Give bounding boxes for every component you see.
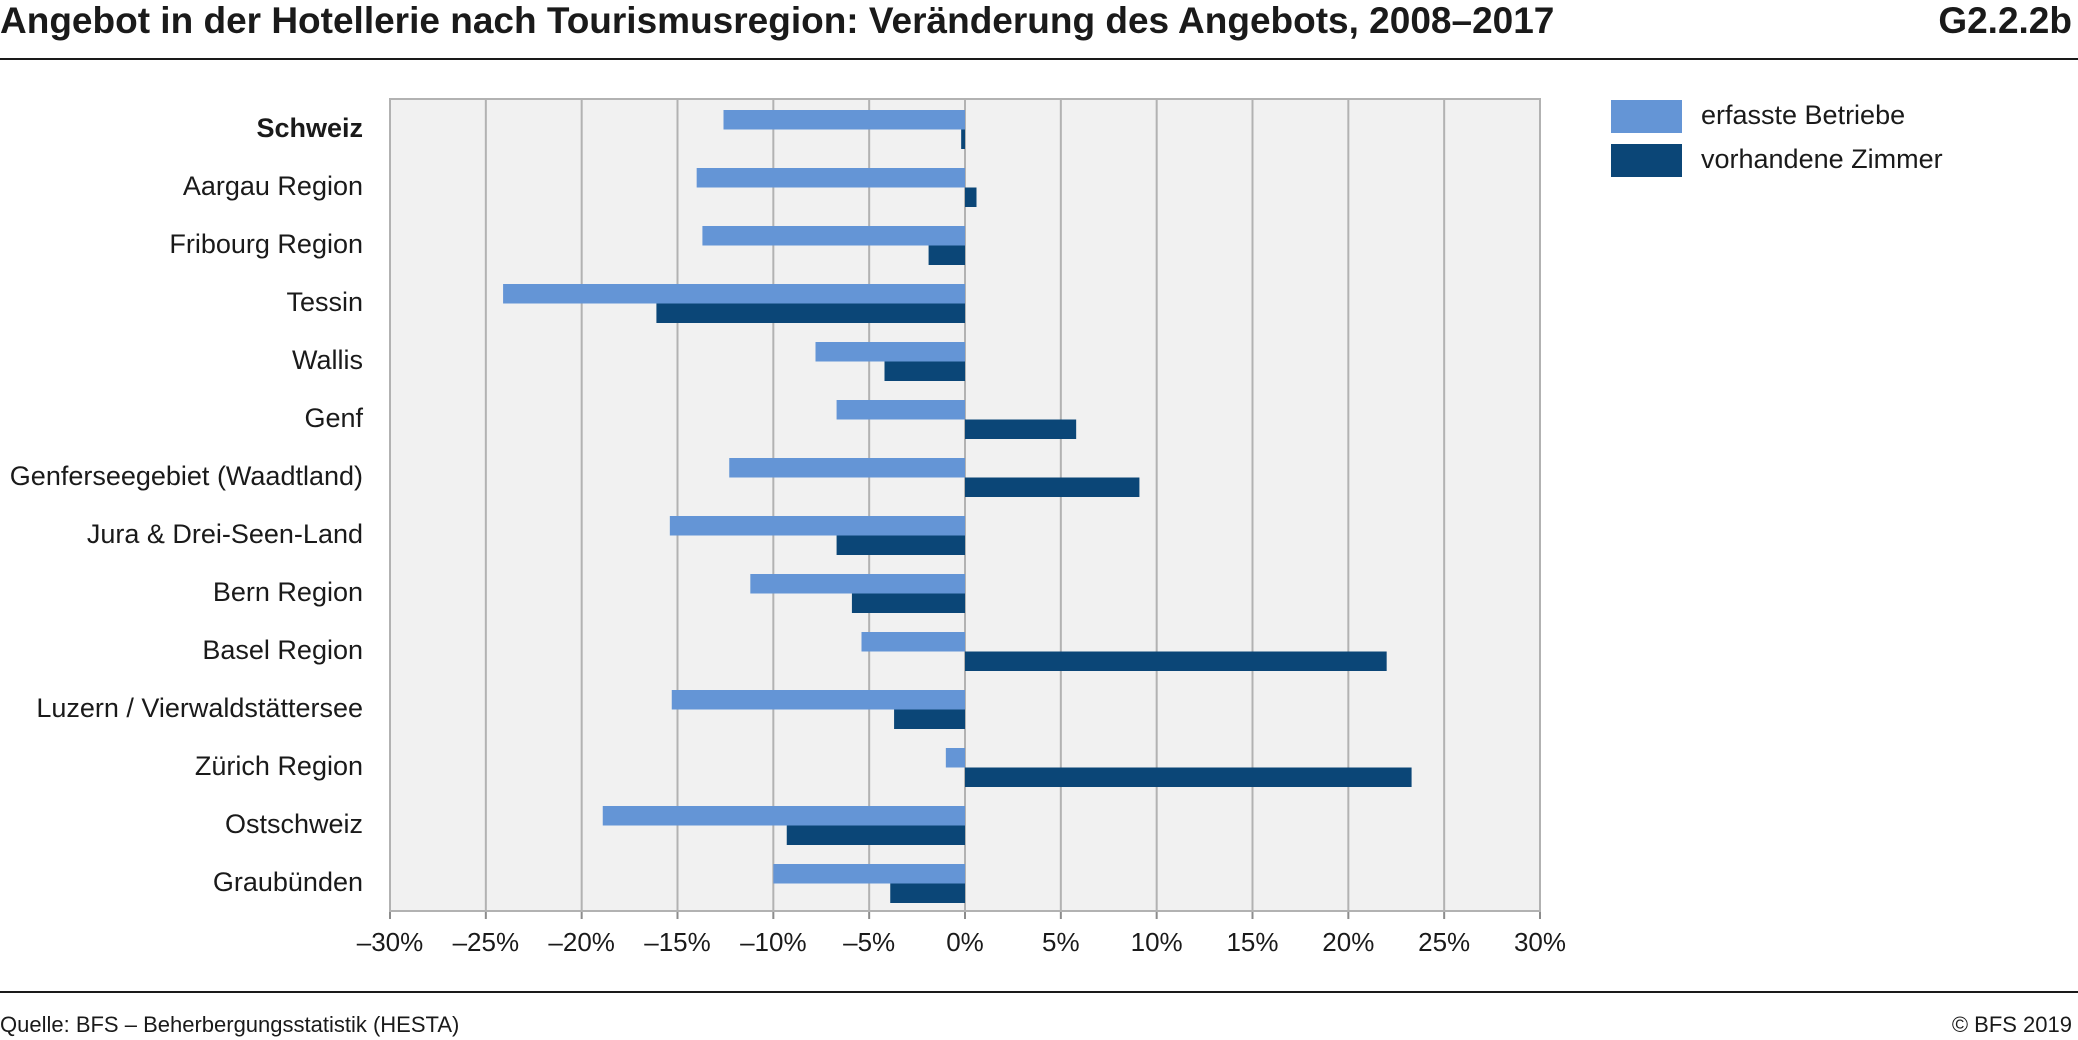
bar-vorhandene-zimmer [894, 709, 965, 729]
chart-code: G2.2.2b [1938, 0, 2072, 41]
legend-label-erfasste-betriebe: erfasste Betriebe [1701, 100, 1906, 130]
bar-vorhandene-zimmer [965, 651, 1387, 671]
bar-erfasste-betriebe [723, 110, 965, 130]
category-label: Jura & Drei-Seen-Land [87, 519, 363, 549]
bar-vorhandene-zimmer [851, 593, 965, 613]
bar-vorhandene-zimmer [965, 419, 1077, 439]
bar-erfasste-betriebe [696, 168, 965, 188]
legend-label-vorhandene-zimmer: vorhandene Zimmer [1701, 144, 1943, 174]
bar-erfasste-betriebe [750, 574, 965, 594]
bar-vorhandene-zimmer [928, 245, 965, 265]
category-label: Aargau Region [183, 171, 363, 201]
x-tick-label: –15% [644, 927, 711, 957]
bar-erfasste-betriebe [702, 226, 965, 246]
category-label: Schweiz [256, 113, 363, 143]
category-label: Ostschweiz [225, 809, 363, 839]
x-tick-label: –10% [740, 927, 807, 957]
bar-vorhandene-zimmer [890, 883, 965, 903]
bar-erfasste-betriebe [503, 284, 965, 304]
bar-erfasste-betriebe [671, 690, 965, 710]
copyright: © BFS 2019 [1951, 1012, 2072, 1037]
category-label: Luzern / Vierwaldstättersee [36, 693, 363, 723]
x-tick-label: 20% [1322, 927, 1374, 957]
bar-erfasste-betriebe [602, 806, 965, 826]
bar-vorhandene-zimmer [786, 825, 965, 845]
category-label: Basel Region [202, 635, 363, 665]
x-tick-label: 0% [946, 927, 984, 957]
header-divider [0, 58, 2078, 60]
bar-erfasste-betriebe [861, 632, 965, 652]
bar-erfasste-betriebe [945, 748, 965, 768]
x-tick-label: –30% [357, 927, 424, 957]
legend-swatch-erfasste-betriebe [1611, 100, 1682, 133]
source-note: Quelle: BFS – Beherbergungsstatistik (HE… [0, 1012, 460, 1037]
x-tick-label: –20% [548, 927, 615, 957]
bar-vorhandene-zimmer [961, 129, 965, 149]
category-label: Wallis [292, 345, 363, 375]
bar-vorhandene-zimmer [656, 303, 965, 323]
category-label: Genf [304, 403, 363, 433]
bar-erfasste-betriebe [729, 458, 965, 478]
bar-vorhandene-zimmer [965, 187, 977, 207]
bar-vorhandene-zimmer [884, 361, 965, 381]
x-tick-label: –5% [843, 927, 895, 957]
bar-erfasste-betriebe [815, 342, 965, 362]
legend-swatch-vorhandene-zimmer [1611, 144, 1682, 177]
x-tick-label: 30% [1514, 927, 1566, 957]
bar-erfasste-betriebe [773, 864, 965, 884]
x-tick-label: 15% [1226, 927, 1278, 957]
category-label: Bern Region [213, 577, 363, 607]
x-tick-label: 5% [1042, 927, 1080, 957]
category-label: Zürich Region [195, 751, 363, 781]
bar-erfasste-betriebe [669, 516, 965, 536]
category-label: Fribourg Region [169, 229, 363, 259]
bar-vorhandene-zimmer [836, 535, 965, 555]
category-label: Tessin [286, 287, 363, 317]
x-tick-label: –25% [453, 927, 520, 957]
category-label: Genferseegebiet (Waadtland) [10, 461, 363, 491]
bar-erfasste-betriebe [836, 400, 965, 420]
x-tick-label: 25% [1418, 927, 1470, 957]
x-tick-label: 10% [1131, 927, 1183, 957]
category-label: Graubünden [213, 867, 363, 897]
bar-vorhandene-zimmer [965, 767, 1412, 787]
footer-divider [0, 991, 2078, 993]
bar-vorhandene-zimmer [965, 477, 1140, 497]
plot-border [389, 98, 1541, 912]
chart-title: Angebot in der Hotellerie nach Tourismus… [0, 0, 1555, 41]
